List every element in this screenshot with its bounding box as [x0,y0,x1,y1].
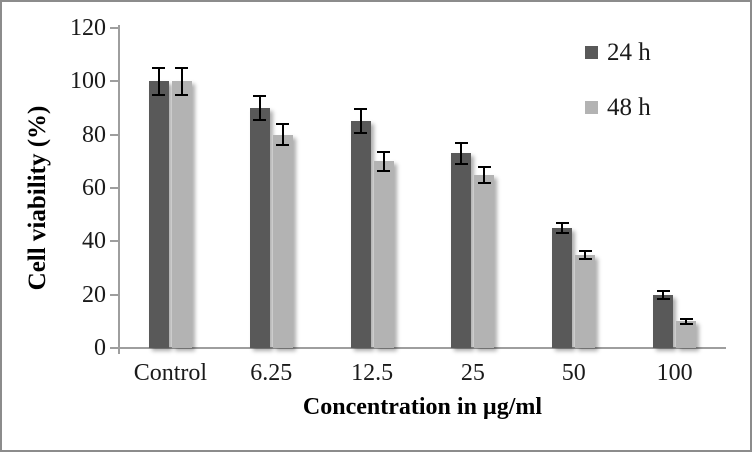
bar-24h-12.5 [350,121,371,348]
error-bar-line [180,68,183,95]
y-tick-mark [110,187,119,189]
y-tick-label: 40 [82,228,106,255]
error-bar-cap-bottom [578,257,592,260]
legend-swatch-icon [585,46,598,59]
legend: 24 h 48 h [585,40,651,120]
bar-48h-25 [474,174,495,348]
y-tick-label: 80 [82,121,106,148]
error-bar-cap-top [454,141,468,144]
error-bar-line [483,166,486,183]
error-bar-line [584,250,587,259]
error-bar-cap-bottom [354,132,368,135]
bar-48h-100 [676,321,697,348]
legend-label: 48 h [607,94,651,121]
y-tick-mark [110,240,119,243]
x-axis-title: Concentration in µg/ml [302,394,543,420]
error-bar-cap-top [656,289,670,292]
error-bar-line [359,109,362,134]
y-tick-label: 120 [70,15,106,41]
y-tick-mark [110,347,119,349]
y-tick-mark [110,293,119,296]
error-bar-cap-bottom [656,297,670,300]
bar-24h-6.25 [249,108,270,348]
x-axis-line [118,347,726,349]
error-bar-line [157,68,160,95]
error-bar-cap-top [175,67,189,69]
legend-swatch-icon [585,101,598,114]
error-bar-cap-top [152,67,166,69]
error-bar-cap-bottom [253,119,267,121]
y-tick-mark [110,27,119,29]
error-bar-cap-bottom [276,144,290,147]
error-bar-cap-bottom [679,323,693,325]
y-tick-label: 0 [94,335,106,361]
plot-area [120,28,725,348]
y-tick-mark [110,133,119,136]
error-bar-cap-top [276,123,290,125]
bar-48h-12.5 [373,161,394,348]
error-bar-cap-top [679,317,693,320]
error-bar-cap-top [253,95,267,97]
error-bar-cap-bottom [377,169,391,172]
error-bar-cap-top [578,249,592,252]
bar-24h-Control [148,81,169,348]
error-bar-cap-bottom [152,93,166,96]
x-category-label: 50 [561,360,586,386]
error-bar-cap-bottom [555,232,569,235]
x-category-label: 12.5 [351,360,394,386]
y-tick-label: 20 [82,281,106,308]
bar-24h-100 [653,294,674,348]
y-axis-line [118,25,120,354]
error-bar-line [258,96,261,120]
error-bar-line [281,124,284,146]
error-bar-cap-bottom [454,163,468,165]
x-category-label: Control [133,360,208,386]
error-bar-line [662,290,665,299]
legend-label: 24 h [607,39,651,66]
error-bar-cap-top [477,165,491,168]
x-category-label: 25 [460,360,485,386]
bar-24h-50 [552,228,573,348]
legend-entry: 48 h [585,95,651,120]
y-tick-label: 100 [70,68,106,95]
y-tick-label: 60 [82,175,106,201]
bar-24h-25 [451,153,472,348]
error-bar-line [685,318,688,324]
error-bar-cap-top [555,221,569,224]
error-bar-cap-top [354,108,368,111]
x-category-label: 6.25 [250,360,293,386]
bar-48h-50 [575,254,596,348]
error-bar-cap-bottom [477,181,491,184]
error-bar-cap-bottom [175,93,189,96]
y-tick-mark [110,80,119,83]
bar-48h-6.25 [272,134,293,348]
bar-48h-Control [171,81,192,348]
legend-entry: 24 h [585,40,651,65]
x-category-label: 100 [656,360,693,386]
error-bar-cap-top [377,151,391,153]
error-bar-line [382,152,385,171]
error-bar-line [460,142,463,164]
error-bar-line [561,222,564,234]
